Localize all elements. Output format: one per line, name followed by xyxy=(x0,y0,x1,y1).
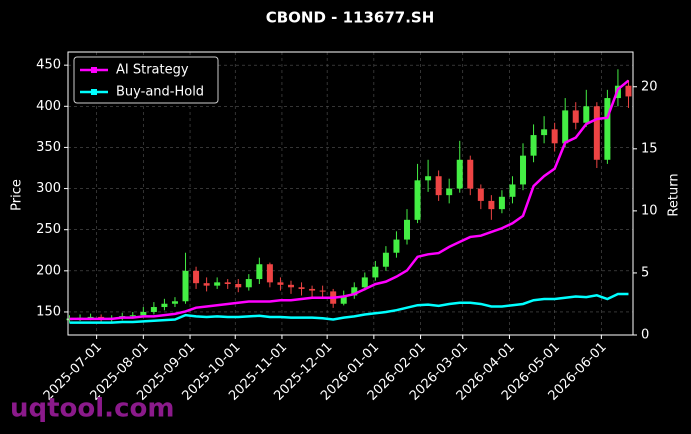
candle-body xyxy=(446,188,453,196)
candle-body xyxy=(562,110,569,144)
chart-title: CBOND - 113677.SH xyxy=(266,9,435,27)
watermark: uqtool.com xyxy=(10,394,174,424)
candle-body xyxy=(277,282,284,285)
candle-body xyxy=(235,283,242,288)
candle-body xyxy=(171,301,178,304)
legend-marker xyxy=(91,67,97,73)
y-axis-label: Price xyxy=(10,179,25,211)
candle-body xyxy=(351,287,358,296)
y2-tick-label: 0 xyxy=(641,328,649,343)
candle-body xyxy=(266,264,273,283)
y2-axis-label: Return xyxy=(667,173,682,216)
candle-body xyxy=(572,110,579,123)
legend-label: Buy-and-Hold xyxy=(116,85,204,100)
y-tick-label: 150 xyxy=(36,304,61,319)
candle-body xyxy=(498,196,505,210)
candle-body xyxy=(509,184,516,197)
candle-body xyxy=(456,159,463,189)
y2-tick-label: 10 xyxy=(641,203,658,218)
candle-body xyxy=(393,239,400,253)
candle-body xyxy=(372,266,379,278)
candle-body xyxy=(541,129,548,136)
y-tick-label: 200 xyxy=(36,263,61,278)
candle-body xyxy=(593,106,600,160)
y-tick-label: 400 xyxy=(36,99,61,114)
legend-label: AI Strategy xyxy=(116,63,189,78)
y2-tick-label: 5 xyxy=(641,265,649,280)
candle-body xyxy=(361,277,368,288)
legend: AI Strategy Buy-and-Hold xyxy=(73,56,219,104)
candle-body xyxy=(214,282,221,286)
candle-body xyxy=(467,159,474,189)
candle-body xyxy=(129,315,136,317)
candle-body xyxy=(319,290,326,292)
candle-body xyxy=(298,287,305,289)
candle-body xyxy=(583,106,590,123)
candle-body xyxy=(551,129,558,144)
plot-frame xyxy=(67,51,634,336)
candle-body xyxy=(340,295,347,304)
candle-body xyxy=(435,176,442,196)
y2-tick-label: 20 xyxy=(641,79,658,94)
candle-body xyxy=(488,200,495,210)
return-line xyxy=(69,79,630,321)
candle-body xyxy=(287,284,294,288)
candle-body xyxy=(425,176,432,181)
y-tick-label: 300 xyxy=(36,181,61,196)
y-tick-label: 450 xyxy=(36,58,61,73)
return-line xyxy=(69,292,629,324)
legend-box xyxy=(73,56,219,104)
candle-body xyxy=(382,252,389,267)
y-tick-label: 350 xyxy=(36,140,61,155)
candle-body xyxy=(309,288,316,291)
candle-body xyxy=(150,307,157,312)
candle-body xyxy=(520,155,527,185)
candle-body xyxy=(414,180,421,220)
y2-tick-label: 15 xyxy=(641,141,658,156)
candle-body xyxy=(87,316,94,318)
candle-body xyxy=(161,303,168,308)
candle-body xyxy=(604,98,611,160)
candle-body xyxy=(625,85,632,97)
candle-body xyxy=(404,219,410,240)
candle-body xyxy=(140,311,147,316)
candle-body xyxy=(193,270,200,284)
candle-body xyxy=(256,264,263,280)
y-tick-label: 250 xyxy=(36,222,61,237)
candle-body xyxy=(203,283,210,286)
legend-marker xyxy=(91,89,97,95)
candle-body xyxy=(224,282,231,284)
candle-body xyxy=(530,135,537,156)
candle-body xyxy=(182,270,189,302)
candle-body xyxy=(477,188,484,201)
candle-body xyxy=(245,279,252,288)
